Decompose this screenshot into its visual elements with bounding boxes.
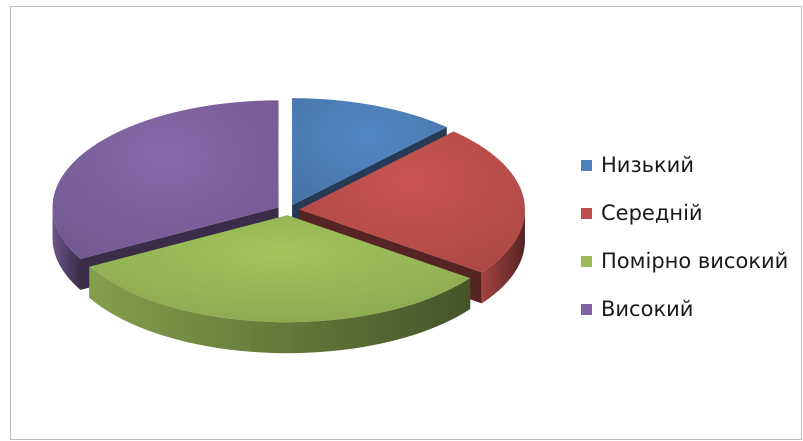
legend-swatch: [581, 255, 592, 267]
legend-label: Помірно високий: [601, 249, 789, 273]
legend-swatch: [581, 159, 592, 171]
pie-slice-wall-1-0: [481, 209, 525, 304]
legend-item: Помірно високий: [581, 237, 788, 285]
legend-item: Низький: [581, 141, 788, 189]
chart-area: Низький Середній Помірно високий Високий: [10, 6, 802, 440]
legend: Низький Середній Помірно високий Високий: [581, 141, 788, 333]
pie-chart: [52, 98, 525, 354]
legend-item: Середній: [581, 189, 788, 237]
legend-swatch: [581, 303, 592, 315]
pie-slice-1: [298, 131, 525, 273]
pie-slice-0: [292, 98, 447, 206]
pie-slice-wall-2-0: [89, 266, 471, 354]
pie-slice-wall-3-0: [52, 207, 81, 290]
legend-label: Високий: [601, 297, 694, 321]
pie-slice-3: [52, 100, 279, 259]
pie-slice-2: [89, 215, 471, 323]
legend-item: Високий: [581, 285, 788, 333]
legend-label: Низький: [601, 153, 694, 177]
legend-swatch: [581, 207, 592, 219]
legend-label: Середній: [601, 201, 703, 225]
